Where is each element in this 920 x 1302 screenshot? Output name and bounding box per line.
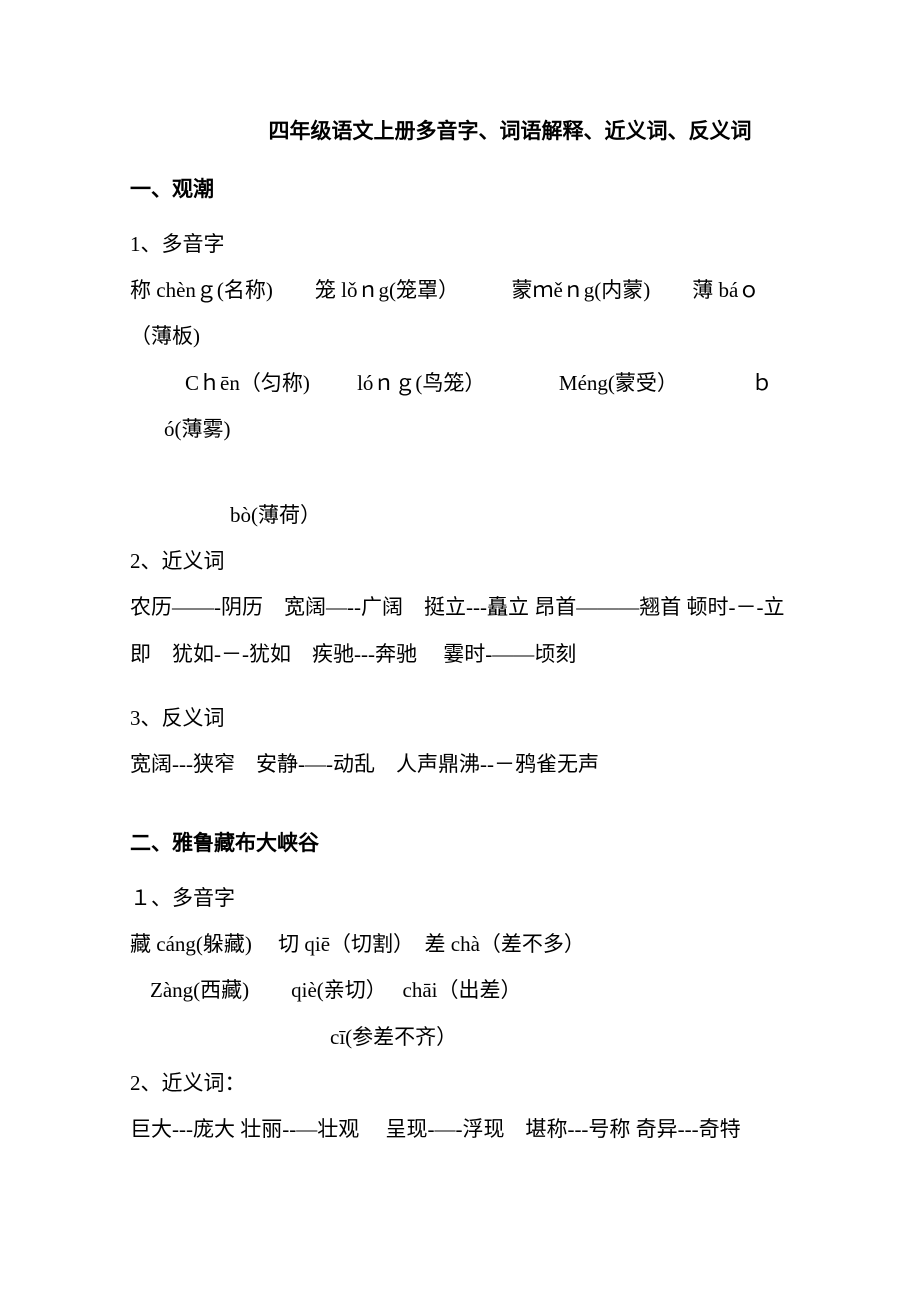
section1-polyphonic-line2: Cｈēn（匀称) lóｎｇ(鸟笼） Méng(蒙受） ｂó(薄雾): [130, 360, 790, 452]
document-title: 四年级语文上册多音字、词语解释、近义词、反义词: [130, 115, 790, 145]
section1-polyphonic-line3: bò(薄荷）: [130, 492, 790, 538]
section2-heading: 二、雅鲁藏布大峡谷: [130, 827, 790, 857]
section2-polyphonic-line1: 藏 cáng(躲藏) 切 qiē（切割） 差 chà（差不多）: [130, 921, 790, 967]
section1-heading: 一、观潮: [130, 173, 790, 203]
section1-sub2-label: 2、近义词: [130, 538, 790, 584]
section2-polyphonic-line3: cī(参差不齐）: [130, 1014, 790, 1060]
section2-synonyms-text: 巨大---庞大 壮丽--―壮观 呈现-―-浮现 堪称---号称 奇异---奇特: [130, 1106, 790, 1152]
section1-antonyms-text: 宽阔---狭窄 安静-―-动乱 人声鼎沸--－鸦雀无声: [130, 741, 790, 787]
section2-sub2-label: 2、近义词：: [130, 1060, 790, 1106]
section2-sub1-label: １、多音字: [130, 875, 790, 921]
section1-sub1-label: 1、多音字: [130, 221, 790, 267]
section2-polyphonic-line2: Zàng(西藏) qiè(亲切） chāi（出差）: [130, 967, 790, 1013]
section1-polyphonic-line1: 称 chènｇ(名称) 笼 lǒｎg(笼罩） 蒙ｍěｎg(内蒙) 薄 báｏ（薄…: [130, 267, 790, 359]
section1-synonyms-text: 农历――-阴历 宽阔―--广阔 挺立---矗立 昂首―――翘首 顿时-－-立即 …: [130, 584, 790, 676]
section1-sub3-label: 3、反义词: [130, 695, 790, 741]
